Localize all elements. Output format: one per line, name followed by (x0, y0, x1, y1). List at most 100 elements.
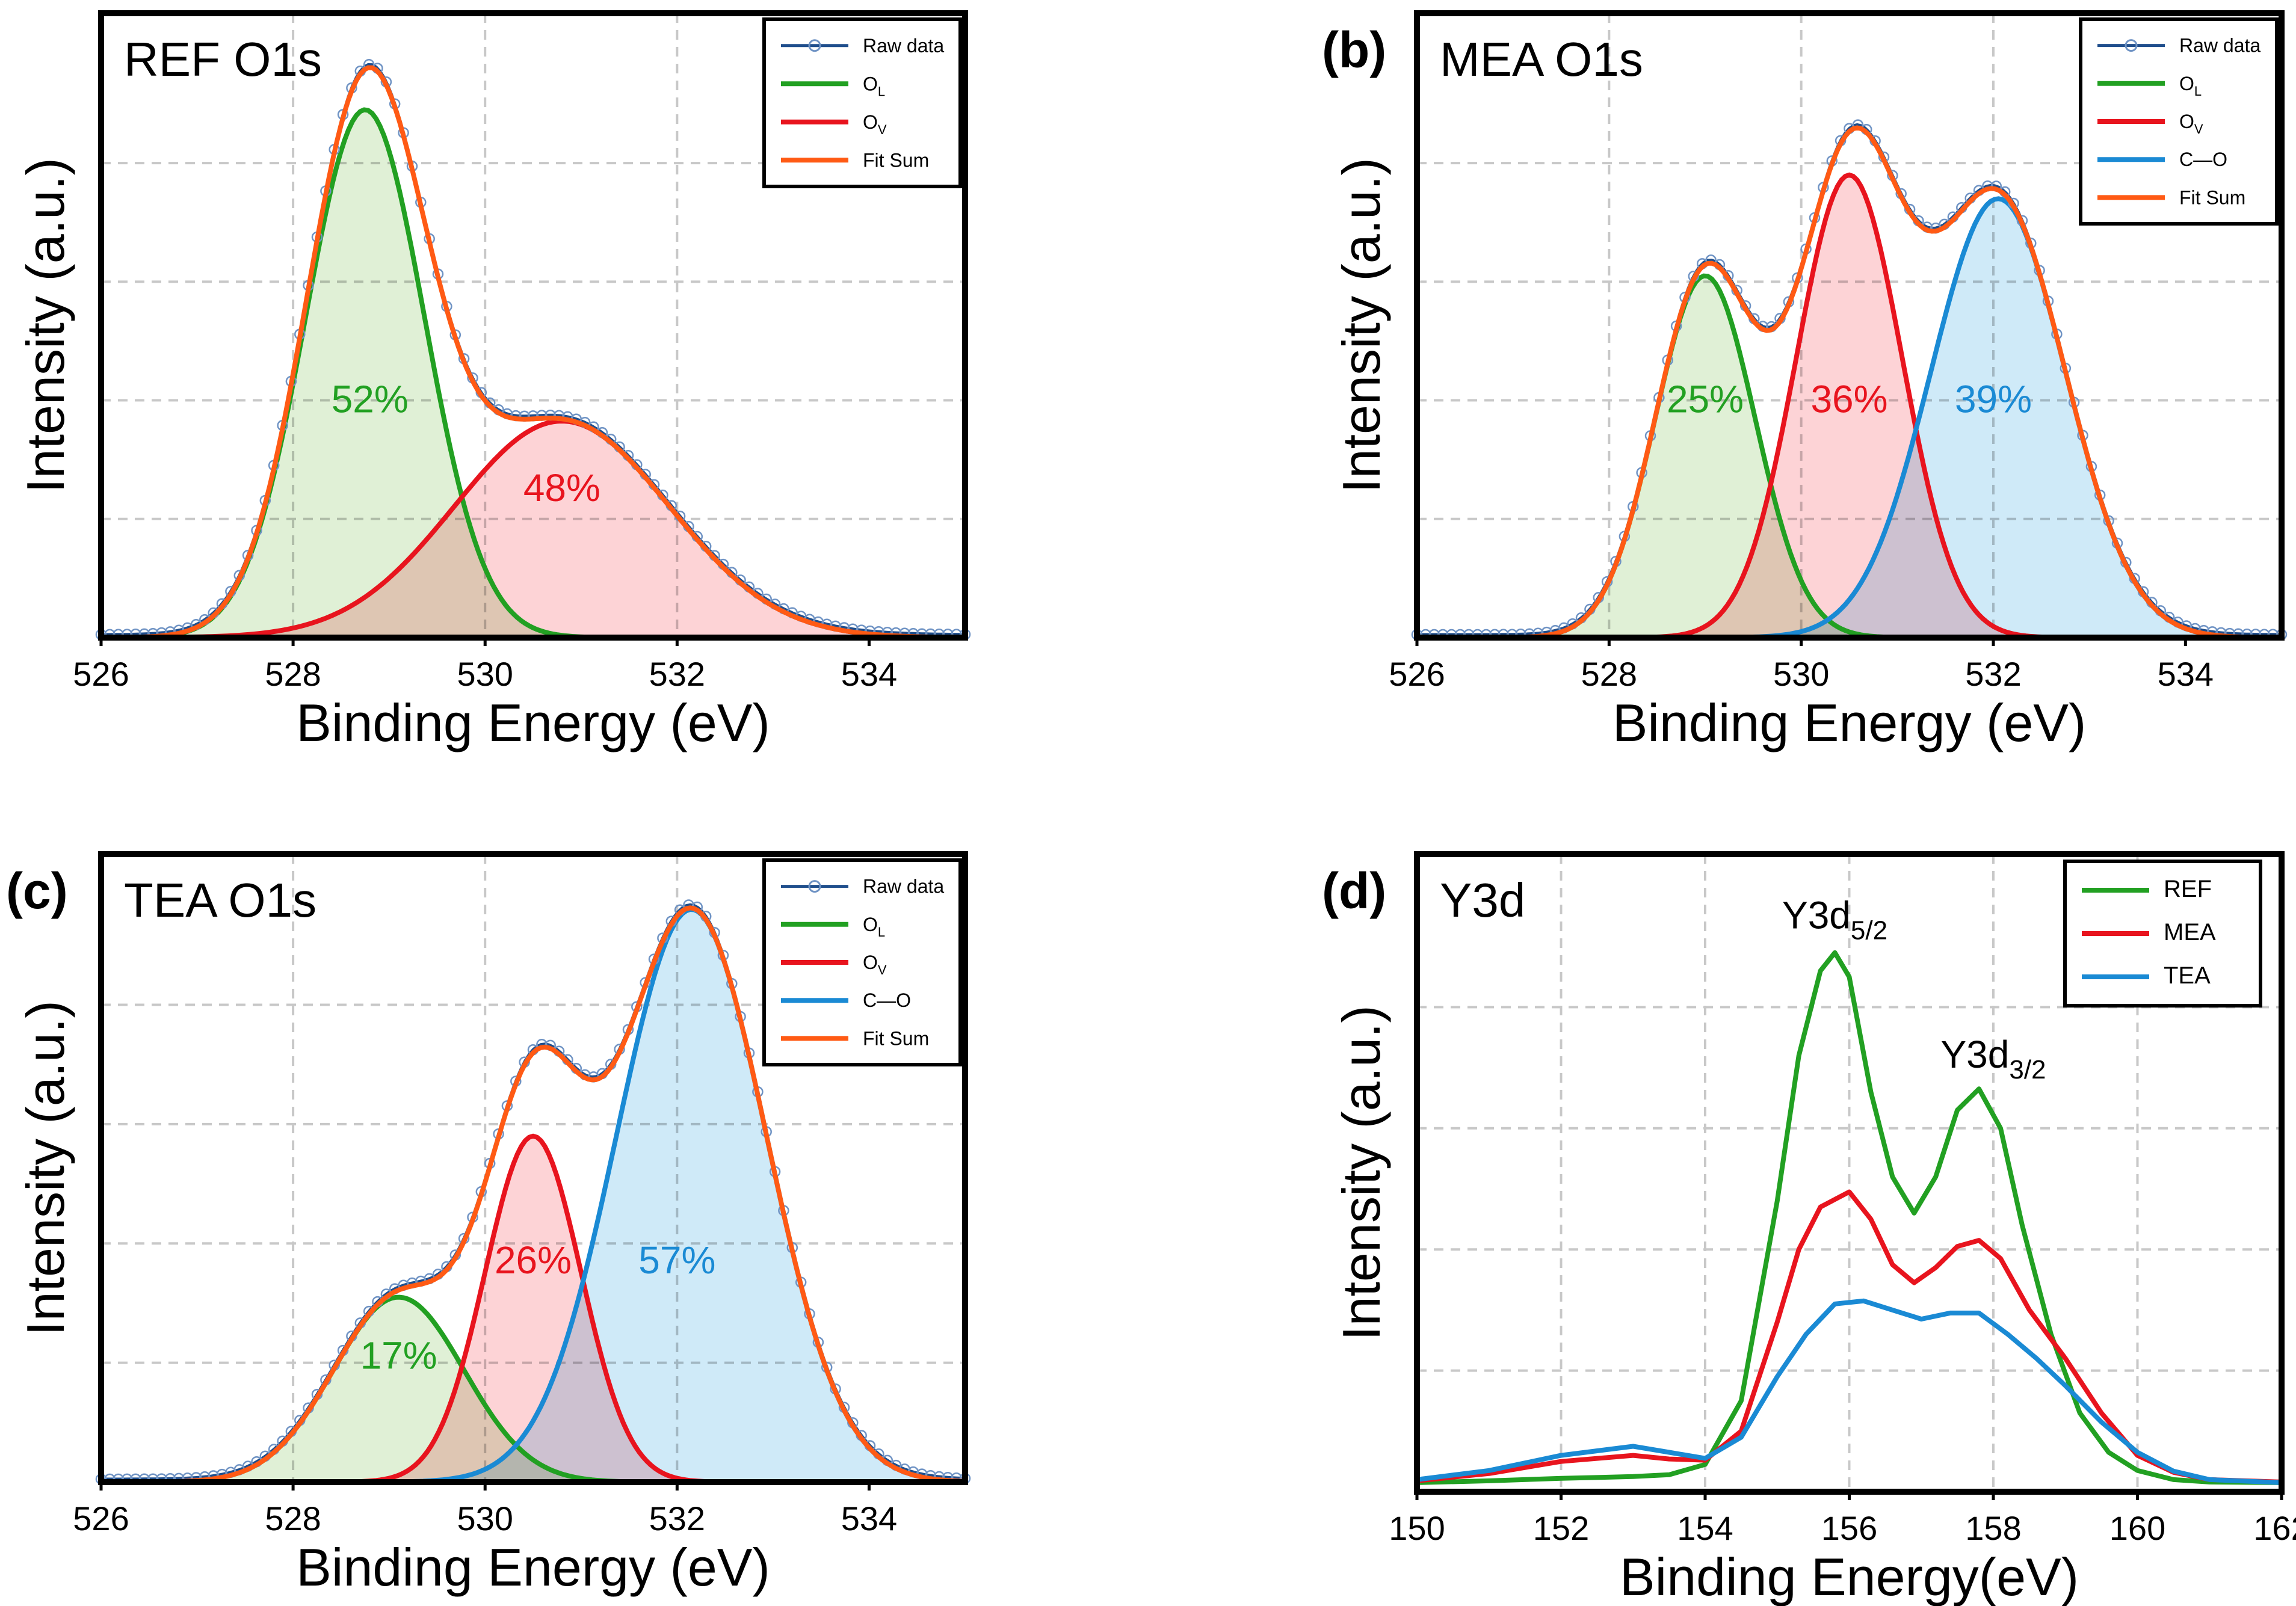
x-tick-label: 528 (265, 1500, 321, 1537)
annotation-text: Y3d (1782, 893, 1851, 937)
percentage-label: 52% (332, 377, 409, 420)
legend-label: Raw data (863, 876, 944, 897)
component-fill-OL (101, 1297, 965, 1482)
legend-marker (2125, 39, 2138, 52)
x-tick-label: 530 (457, 1500, 513, 1537)
legend-label: Fit Sum (863, 149, 929, 171)
panel-title: REF O1s (124, 32, 322, 86)
annotation-text: 52% (332, 377, 409, 420)
x-tick-label: 156 (1821, 1509, 1877, 1547)
legend-label: MEA (2164, 919, 2216, 946)
legend-label-text: TEA (2164, 962, 2211, 989)
x-tick-label: 534 (2158, 655, 2214, 693)
legend-label-text: O (863, 111, 878, 133)
percentage-label: 57% (638, 1238, 715, 1282)
component-fill-OV (1417, 174, 2282, 638)
annotation-text: 57% (638, 1238, 715, 1282)
component-fill-OL (101, 109, 965, 638)
legend-label-subscript: L (878, 925, 885, 940)
component-fill-CO (1417, 198, 2282, 638)
x-tick-label: 532 (649, 1500, 705, 1537)
legend: Raw data OL OV Fit Sum (762, 17, 962, 188)
percentage-label: 48% (523, 466, 600, 509)
x-tick-label: 528 (1581, 655, 1637, 693)
fit-sum-line (101, 65, 966, 640)
percentage-label: 25% (1667, 377, 1744, 420)
legend-label: Fit Sum (863, 1027, 929, 1049)
component-fill-OL (1417, 275, 2282, 638)
panel-label: (c) (6, 863, 68, 919)
annotation-text: 39% (1955, 377, 2032, 420)
percentage-label: 36% (1810, 377, 1887, 420)
y-axis-title: Intensity (a.u.) (1332, 158, 1391, 493)
legend-label-text: Fit Sum (2179, 186, 2245, 208)
legend-marker (808, 39, 821, 52)
panel-label: (d) (1322, 863, 1386, 919)
fit-sum-line (1417, 125, 2282, 640)
legend-label: OV (2179, 111, 2203, 137)
legend-label-subscript: V (878, 122, 887, 137)
series-line-ref (1416, 950, 2282, 1485)
percentage-label: 26% (495, 1238, 572, 1282)
x-axis-title: Binding Energy (eV) (296, 693, 770, 752)
plot-frame (98, 10, 968, 641)
x-tick-label: 534 (841, 655, 897, 693)
legend-label-text: Raw data (863, 35, 944, 57)
x-tick-label: 526 (1389, 655, 1445, 693)
panel-title: MEA O1s (1440, 32, 1643, 86)
x-axis-title: Binding Energy(eV) (1620, 1547, 2079, 1606)
x-tick-label: 530 (457, 655, 513, 693)
panel-label: (b) (1322, 22, 1386, 78)
annotation-text: 17% (360, 1334, 437, 1377)
legend-label-text: O (2179, 73, 2194, 94)
component-fill-CO (101, 909, 965, 1482)
fit-sum-line (101, 905, 966, 1484)
panel-d: 150 152 154 156 158 160 162 Binding Energy(eV) I… (1322, 851, 2296, 1606)
series-line-tea (1416, 1298, 2282, 1485)
peak-label: Y3d3/2 (1940, 1033, 2046, 1085)
percentage-label: 39% (1955, 377, 2032, 420)
x-tick-label: 160 (2109, 1509, 2165, 1547)
panel-a: 526 528 530 532 534 Binding Energy (eV) Intens… (16, 10, 971, 752)
x-tick-label: 526 (73, 1500, 129, 1537)
x-tick-label: 158 (1965, 1509, 2021, 1547)
x-tick-label: 162 (2253, 1509, 2296, 1547)
x-tick-label: 530 (1773, 655, 1829, 693)
x-tick-label: 532 (1965, 655, 2021, 693)
legend-label-subscript: V (878, 962, 887, 977)
component-fill-OV (101, 421, 965, 638)
legend-label: OL (863, 73, 885, 99)
legend-label-text: C—O (863, 989, 911, 1011)
legend-marker (808, 880, 821, 893)
panel-title: Y3d (1440, 873, 1525, 927)
legend-label-subscript: V (2194, 122, 2203, 137)
legend-label-text: O (863, 952, 878, 973)
legend-label-text: O (863, 914, 878, 935)
legend-label: REF (2164, 876, 2212, 902)
series-line-mea (1416, 1189, 2282, 1484)
x-tick-label: 152 (1533, 1509, 1589, 1547)
legend-label-subscript: L (2194, 84, 2202, 99)
legend-label-text: Raw data (863, 876, 944, 897)
legend-label-subscript: L (878, 84, 885, 99)
legend-label-text: Fit Sum (863, 149, 929, 171)
legend-label: Raw data (863, 35, 944, 57)
legend-label: C—O (2179, 149, 2227, 170)
legend-label: Raw data (2179, 35, 2261, 57)
component-fill-OV (101, 1136, 965, 1482)
legend-label-text: Raw data (2179, 35, 2261, 57)
plot-frame (98, 851, 968, 1485)
legend-label: C—O (863, 989, 911, 1011)
legend-label: OL (2179, 73, 2202, 99)
annotation-text: Y3d (1940, 1033, 2009, 1076)
legend: REF MEA TEA (2063, 860, 2262, 1008)
legend-label-text: O (2179, 111, 2194, 132)
legend-label: Fit Sum (2179, 186, 2245, 208)
x-axis-title: Binding Energy (eV) (1612, 693, 2087, 752)
panel-b: 526 528 530 532 534 Binding Energy (eV) Intens… (1322, 10, 2288, 752)
annotation-subscript: 5/2 (1851, 915, 1887, 945)
y-axis-title: Intensity (a.u.) (1332, 1005, 1391, 1341)
annotation-text: 26% (495, 1238, 572, 1282)
